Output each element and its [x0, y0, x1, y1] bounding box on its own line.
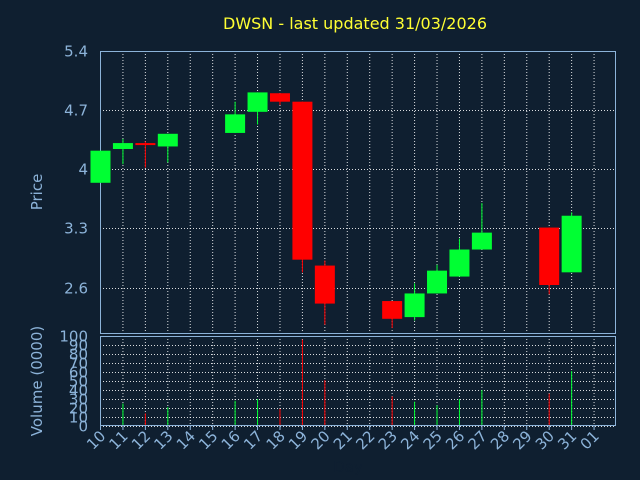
y-axis-label: Price — [28, 174, 46, 211]
candle-body — [382, 301, 403, 319]
candle-body — [561, 215, 582, 273]
price-tick-labels: 5.4 4.7 4 3.3 2.6 — [64, 43, 88, 298]
volume-tick-label: 30 — [69, 391, 88, 409]
candle-body — [449, 249, 470, 277]
price-tick-label: 4.7 — [64, 102, 88, 120]
volume-tick-label: 90 — [69, 337, 88, 355]
candle-body — [225, 114, 246, 133]
candle-body — [112, 143, 133, 149]
price-tick-label: 2.6 — [64, 280, 88, 298]
day-tick-labels: 1011121314151617181920212223242526272829… — [83, 426, 603, 453]
volume-axis-label: Volume (0000) — [28, 326, 46, 436]
grid-lines — [100, 51, 616, 427]
volume-tick-label: 100 — [59, 328, 88, 346]
price-tick-label: 3.3 — [64, 220, 88, 238]
volume-tick-label: 60 — [69, 364, 88, 382]
day-tick-label: 01 — [577, 427, 603, 453]
volume-tick-label: 70 — [69, 355, 88, 373]
price-plot-frame — [100, 51, 616, 334]
candle-body — [471, 232, 492, 250]
candle-body — [269, 93, 290, 102]
candle-body — [90, 150, 111, 183]
chart-title: DWSN - last updated 31/03/2026 — [223, 14, 487, 33]
price-tick-label: 4 — [78, 161, 88, 179]
price-tick-label: 5.4 — [64, 43, 88, 61]
candle-body — [135, 143, 156, 146]
candle-body — [314, 265, 335, 304]
candle-body — [427, 270, 448, 294]
volume-tick-label: 20 — [69, 400, 88, 418]
candle-body — [247, 92, 268, 112]
volume-tick-label: 0 — [78, 418, 88, 436]
volume-tick-label: 10 — [69, 409, 88, 427]
price-candles — [90, 92, 582, 329]
volume-tick-label: 50 — [69, 373, 88, 391]
candle-body — [157, 133, 178, 147]
volume-bars — [122, 339, 573, 425]
volume-tick-label: 80 — [69, 346, 88, 364]
volume-plot-frame — [100, 336, 616, 426]
candle-body — [292, 101, 313, 260]
x-axis-label: Day — [333, 458, 363, 476]
plot-frames — [100, 51, 616, 426]
volume-tick-label: 40 — [69, 382, 88, 400]
candle-body — [404, 293, 425, 318]
candle-body — [539, 227, 560, 286]
